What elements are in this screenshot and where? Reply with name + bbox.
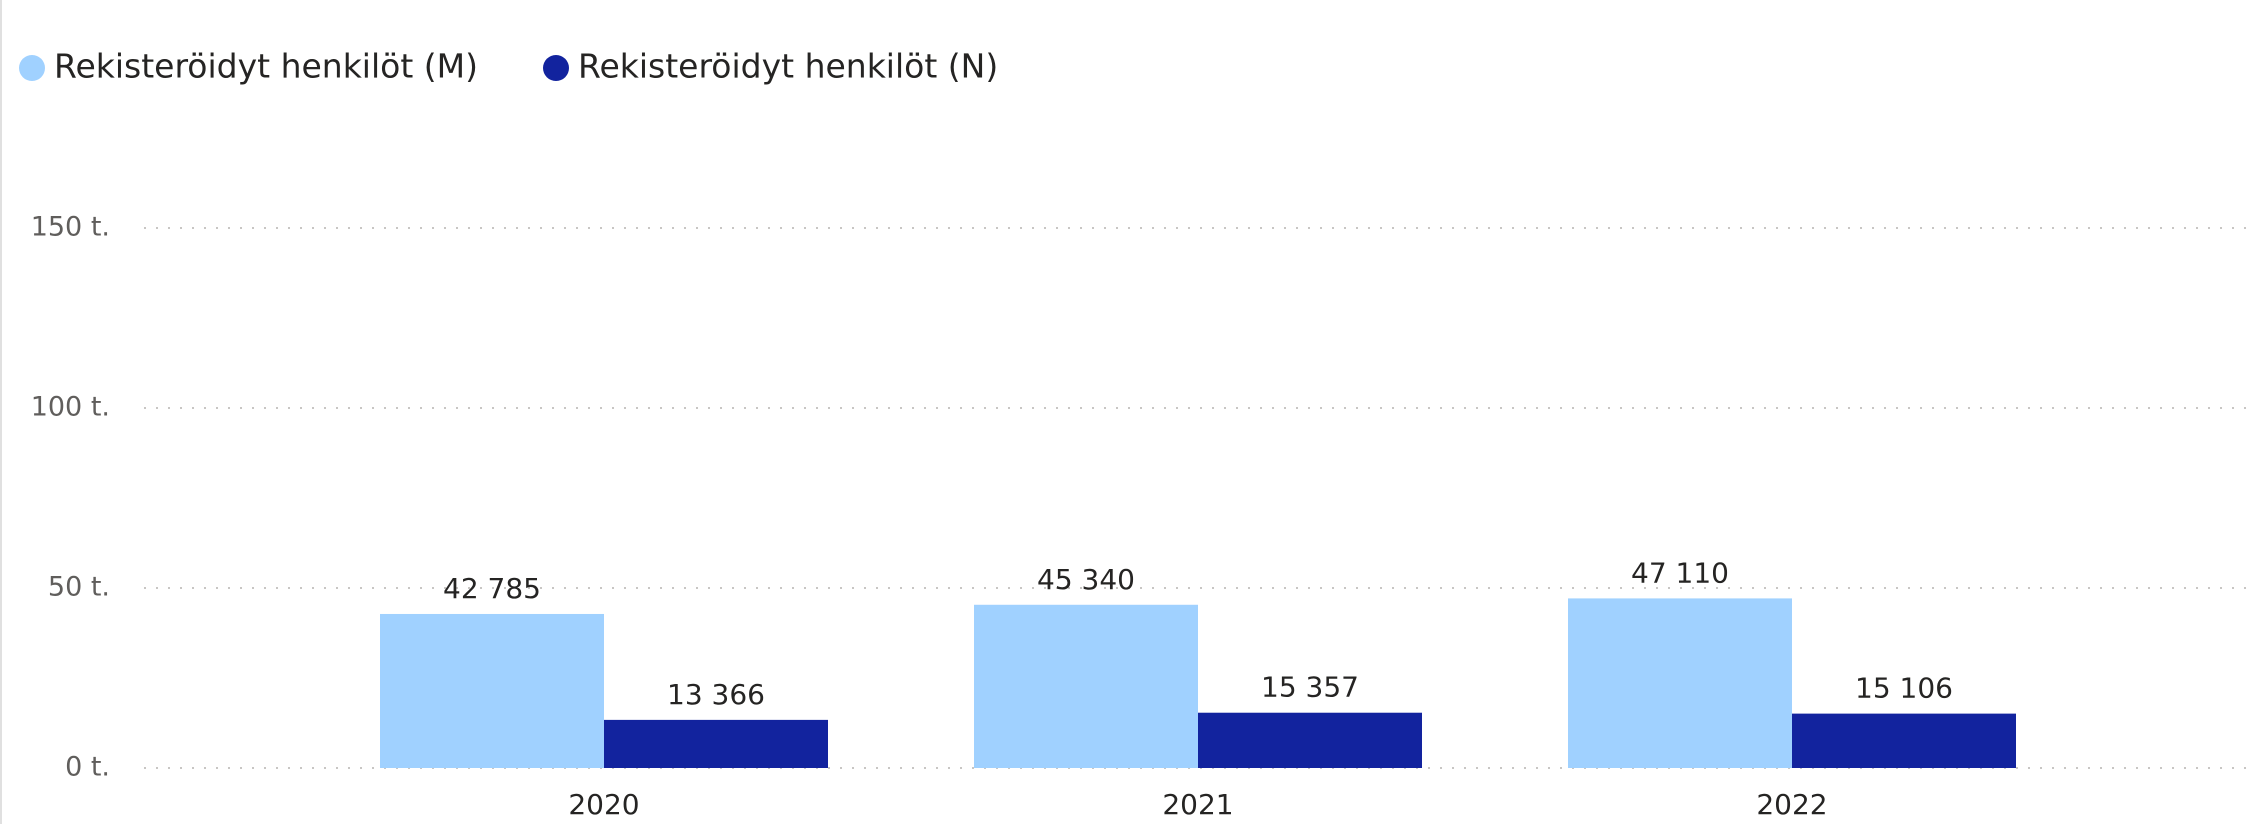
bar (1198, 712, 1422, 768)
y-tick-label: 50 t. (48, 572, 110, 603)
y-tick-label: 150 t. (31, 212, 110, 243)
data-label: 42 785 (443, 572, 541, 605)
legend-label: Rekisteröidyt henkilöt (N) (578, 47, 998, 86)
bar (1568, 598, 1792, 768)
data-label: 47 110 (1631, 556, 1729, 589)
bar (974, 604, 1198, 768)
data-label: 15 357 (1261, 671, 1359, 704)
data-label: 45 340 (1037, 563, 1135, 596)
bar (1792, 713, 2016, 768)
bar (380, 613, 604, 768)
legend-marker (19, 55, 45, 81)
legend-marker (543, 55, 569, 81)
bar (604, 719, 828, 768)
y-tick-label: 0 t. (65, 752, 110, 783)
data-label: 13 366 (667, 678, 765, 711)
y-tick-label: 100 t. (31, 392, 110, 423)
x-tick-label: 2022 (1756, 788, 1827, 821)
legend-label: Rekisteröidyt henkilöt (M) (54, 47, 478, 86)
data-label: 15 106 (1855, 672, 1953, 705)
x-tick-label: 2021 (1162, 788, 1233, 821)
x-tick-label: 2020 (568, 788, 639, 821)
